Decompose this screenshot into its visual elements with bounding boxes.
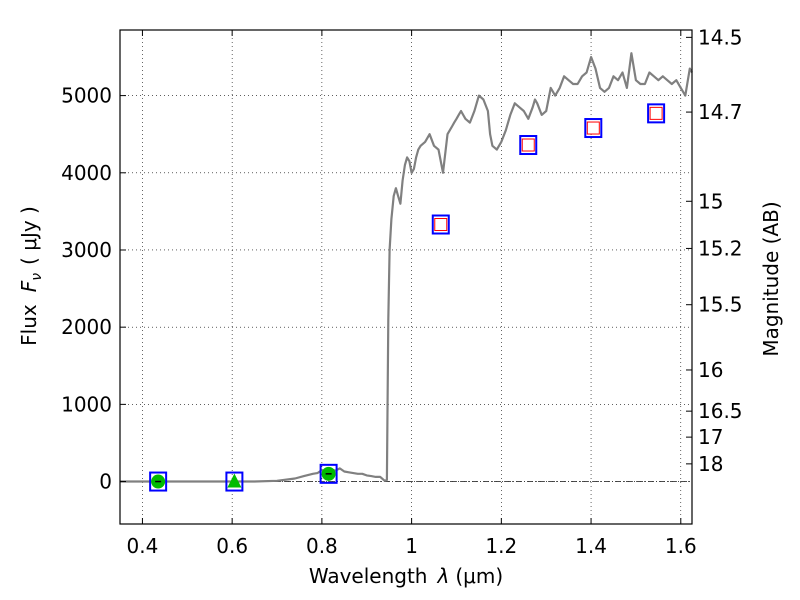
magnitude-axis-label: Magnitude (AB) <box>759 201 783 356</box>
y-tick-label: 3000 <box>61 238 112 262</box>
y-tick-label: 4000 <box>61 161 112 185</box>
x-axis-label: Wavelength λ (μm) <box>309 564 503 588</box>
spectrum-line <box>120 52 693 483</box>
upper-limit-square <box>434 218 448 232</box>
mag-tick-label: 15 <box>698 189 723 213</box>
y-tick-label: 2000 <box>61 315 112 339</box>
model-photometry-square <box>647 103 666 124</box>
mag-tick-label: 16.5 <box>698 399 743 423</box>
y-tick-label: 1000 <box>61 392 112 416</box>
model-photometry-square <box>225 471 244 492</box>
upper-limit-square <box>586 121 600 135</box>
upper-limit-square <box>649 106 663 120</box>
model-photometry-square <box>149 471 168 492</box>
y-tick-label: 0 <box>99 470 112 494</box>
mag-tick-label: 17 <box>698 425 723 449</box>
x-tick-label: 0.6 <box>216 534 248 558</box>
model-photometry-square <box>584 118 603 139</box>
mag-tick-label: 15.2 <box>698 236 743 260</box>
x-tick-label: 1.2 <box>485 534 517 558</box>
detection-triangle <box>227 473 242 488</box>
mag-tick-label: 16 <box>698 358 723 382</box>
y-axis-label: FluxFν( μJy ) <box>17 206 45 346</box>
mag-tick-label: 14.7 <box>698 100 743 124</box>
mag-tick-label: 14.5 <box>698 25 743 49</box>
plot-frame <box>119 29 693 525</box>
x-tick-label: 1 <box>405 534 418 558</box>
model-photometry-square <box>319 463 338 484</box>
mag-tick-label: 15.5 <box>698 293 743 317</box>
x-tick-label: 0.8 <box>306 534 338 558</box>
plot-area <box>120 52 693 492</box>
model-photometry-square <box>431 214 450 235</box>
x-tick-label: 1.4 <box>575 534 607 558</box>
y-tick-label: 5000 <box>61 84 112 108</box>
mag-tick-label: 18 <box>698 452 723 476</box>
axis-ticks: 0.4 0.6 0.8 1 1.2 1.4 1.6 0 1000 2000 3000 4000 5000… <box>61 25 742 558</box>
upper-limit-square <box>521 138 535 152</box>
x-tick-label: 1.6 <box>665 534 697 558</box>
model-photometry-square <box>519 135 538 156</box>
x-tick-label: 0.4 <box>127 534 159 558</box>
